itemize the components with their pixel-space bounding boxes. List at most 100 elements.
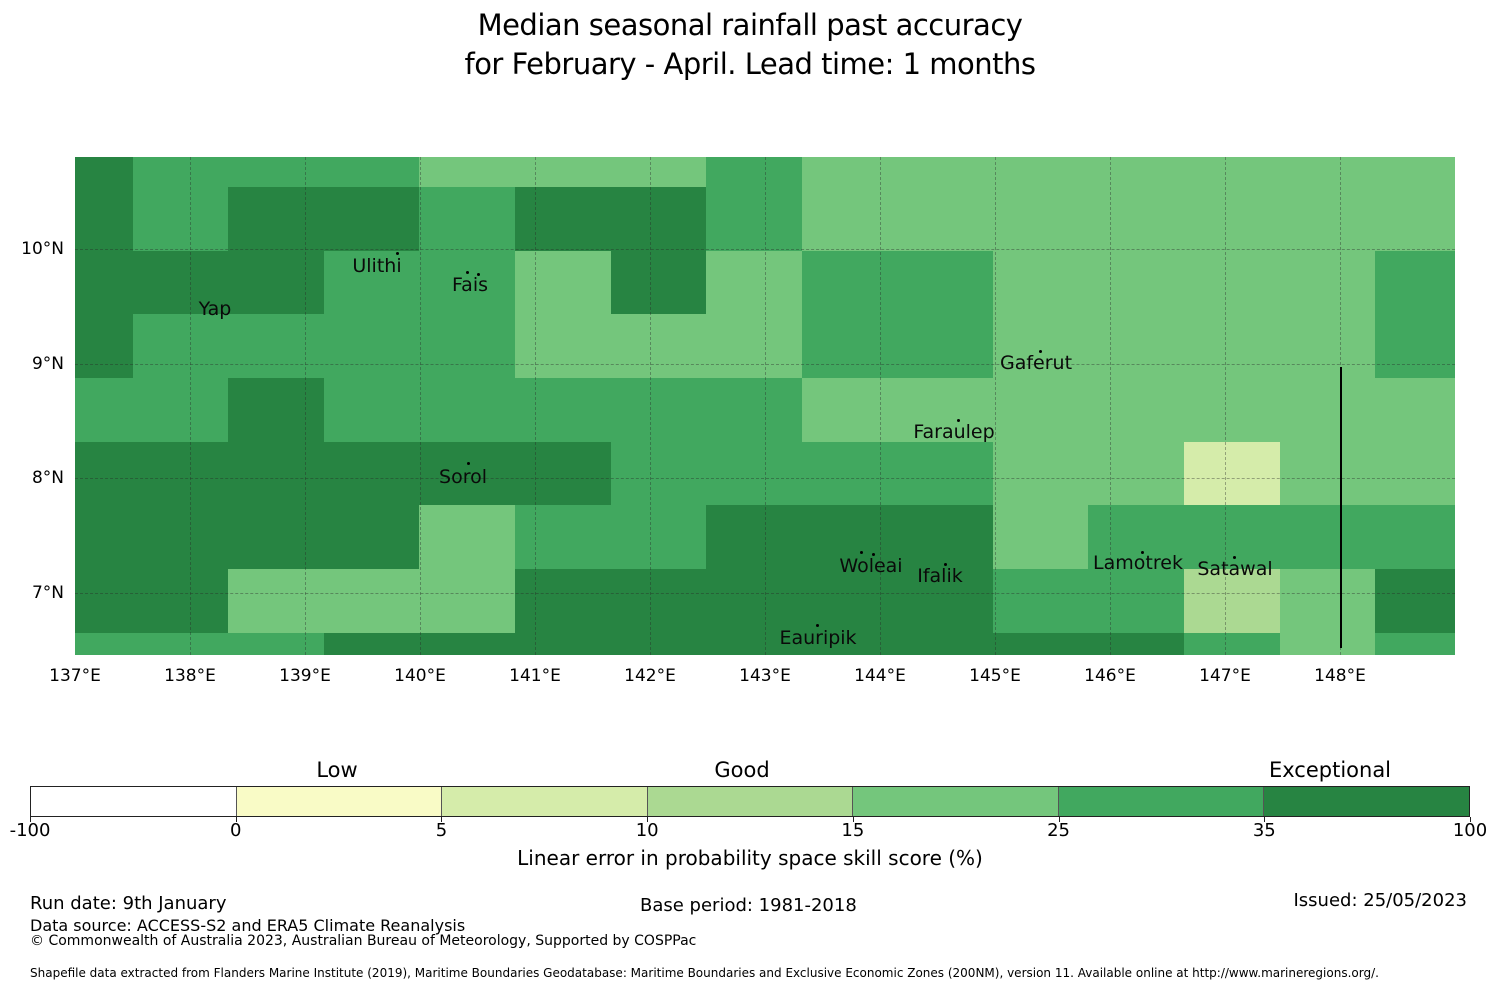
map-cell bbox=[1184, 314, 1281, 379]
map-cell bbox=[1184, 157, 1281, 188]
map-cell bbox=[132, 569, 229, 634]
map-cell bbox=[897, 632, 994, 655]
map-cell bbox=[1279, 378, 1376, 443]
map-cell bbox=[992, 250, 1090, 316]
map-cell bbox=[610, 250, 707, 316]
island-dot bbox=[860, 551, 863, 554]
issued-date-text: Issued: 25/05/2023 bbox=[1293, 890, 1467, 911]
colorbar-tick-label: 100 bbox=[1452, 820, 1488, 841]
map-cell bbox=[1184, 569, 1281, 634]
x-axis-tick-label: 139°E bbox=[279, 666, 331, 686]
map-cell bbox=[419, 250, 516, 316]
colorbar-segment bbox=[1057, 787, 1264, 816]
map-cell bbox=[514, 632, 612, 655]
map-cell bbox=[610, 505, 707, 570]
map-cell bbox=[1088, 441, 1185, 507]
map-cell bbox=[514, 187, 612, 252]
map-cell bbox=[1375, 505, 1455, 570]
map-cell bbox=[1088, 250, 1185, 316]
colorbar-segment bbox=[1263, 787, 1470, 816]
map-cell bbox=[1279, 632, 1376, 655]
map-cell bbox=[514, 314, 612, 379]
map-cell bbox=[75, 157, 134, 188]
map-cell bbox=[801, 314, 898, 379]
colorbar-category-label: Low bbox=[316, 758, 358, 782]
graticule-meridian bbox=[420, 157, 421, 655]
map-cell bbox=[514, 250, 612, 316]
map-cell bbox=[897, 314, 994, 379]
map-cell bbox=[514, 157, 612, 188]
map-cell bbox=[75, 378, 134, 443]
colorbar-segment bbox=[31, 787, 236, 816]
map-plot-area: Yap Ulithi Fais Gaferut Faraulep Sorol Woleai I… bbox=[75, 157, 1455, 655]
island-label: Ifalik bbox=[917, 565, 963, 587]
island-label: Yap bbox=[198, 298, 232, 320]
map-cell bbox=[706, 632, 803, 655]
colorbar-segment bbox=[441, 787, 647, 816]
map-cell bbox=[419, 505, 516, 570]
map-cell bbox=[610, 378, 707, 443]
graticule-meridian bbox=[535, 157, 536, 655]
map-cell bbox=[992, 157, 1090, 188]
x-axis-tick-label: 138°E bbox=[164, 666, 216, 686]
map-cell bbox=[1375, 157, 1455, 188]
island-dot bbox=[957, 419, 960, 422]
map-cell bbox=[610, 314, 707, 379]
data-source-text: Data source: ACCESS-S2 and ERA5 Climate … bbox=[30, 916, 466, 935]
graticule-meridian bbox=[1110, 157, 1111, 655]
island-dot bbox=[466, 271, 469, 274]
colorbar-category-label: Exceptional bbox=[1268, 758, 1392, 782]
eez-boundary-line bbox=[1340, 367, 1342, 648]
map-cell bbox=[228, 187, 325, 252]
island-label: Ulithi bbox=[352, 255, 402, 277]
colorbar-tick-label: 15 bbox=[841, 820, 865, 841]
island-dot bbox=[1039, 350, 1042, 353]
island-label: Fais bbox=[451, 274, 489, 296]
map-cell bbox=[514, 505, 612, 570]
map-cell bbox=[75, 632, 134, 655]
map-cell bbox=[323, 250, 420, 316]
map-cell bbox=[132, 250, 229, 316]
map-cell bbox=[228, 441, 325, 507]
island-dot bbox=[467, 462, 470, 465]
map-cell bbox=[706, 314, 803, 379]
map-cell bbox=[897, 505, 994, 570]
island-dot bbox=[1233, 556, 1236, 559]
colorbar-tickmark bbox=[852, 817, 854, 822]
map-cell bbox=[1375, 569, 1455, 634]
colorbar-tick-label: 35 bbox=[1252, 820, 1276, 841]
colorbar-segment bbox=[235, 787, 442, 816]
map-cell bbox=[992, 632, 1090, 655]
map-cell bbox=[610, 441, 707, 507]
island-dot bbox=[816, 624, 819, 627]
map-cell bbox=[323, 157, 420, 188]
map-cell bbox=[706, 569, 803, 634]
x-axis-tick-label: 143°E bbox=[739, 666, 791, 686]
map-cell bbox=[419, 157, 516, 188]
map-cell bbox=[1375, 187, 1455, 252]
map-cell bbox=[75, 250, 134, 316]
colorbar-tick-label: 10 bbox=[635, 820, 659, 841]
map-cell bbox=[801, 505, 898, 570]
island-label: Lamotrek bbox=[1093, 552, 1183, 574]
map-cell bbox=[897, 250, 994, 316]
map-cell bbox=[228, 505, 325, 570]
map-cell bbox=[1279, 187, 1376, 252]
map-cell bbox=[419, 569, 516, 634]
shapefile-note-text: Shapefile data extracted from Flanders M… bbox=[30, 966, 1379, 980]
x-axis-tick-label: 146°E bbox=[1084, 666, 1136, 686]
map-cell bbox=[992, 314, 1090, 379]
x-axis-tick-label: 140°E bbox=[394, 666, 446, 686]
map-cell bbox=[992, 441, 1090, 507]
map-cell bbox=[75, 187, 134, 252]
map-cell bbox=[228, 250, 325, 316]
map-cell bbox=[992, 378, 1090, 443]
island-label: Eauripik bbox=[779, 627, 857, 649]
map-cell bbox=[514, 378, 612, 443]
map-cell bbox=[323, 187, 420, 252]
map-cell bbox=[419, 187, 516, 252]
map-cell bbox=[801, 441, 898, 507]
map-cell bbox=[228, 569, 325, 634]
graticule-meridian bbox=[995, 157, 996, 655]
